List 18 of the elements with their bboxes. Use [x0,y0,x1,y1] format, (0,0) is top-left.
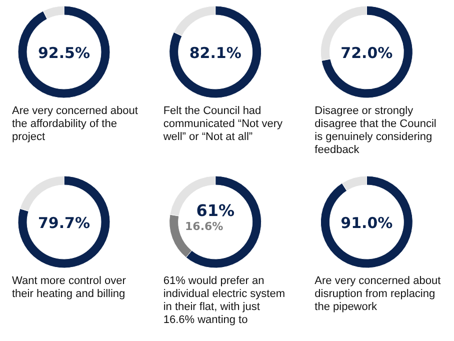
data-label: 61% [196,201,234,220]
data-label: 16.6% [185,220,224,234]
data-label: 72.0% [340,44,393,62]
donut-slice [320,176,413,268]
donut-slice [321,6,413,98]
data-label: 82.1% [189,44,242,62]
data-label: 91.0% [340,214,393,232]
text: Are very concerned about disruption from replacing the pipework [314,275,441,313]
data-label: 92.5% [38,44,90,62]
donut-slice [169,6,262,98]
text: Are very concerned about the affordability of the project [12,105,138,143]
text: Want more control over their heating and billing [12,275,126,300]
text: 61% would prefer an individual electric system in their flat, with just 16.6% wanting to [163,275,285,326]
text: Felt the Council had communicated “Not very well” or “Not at all” [162,105,284,143]
donut-slice [18,6,110,98]
data-label: 79.7% [38,214,90,232]
text: Disagree or strongly disagree that the Council is genuinely considering feedback [314,105,436,156]
donut-slice [18,176,110,268]
